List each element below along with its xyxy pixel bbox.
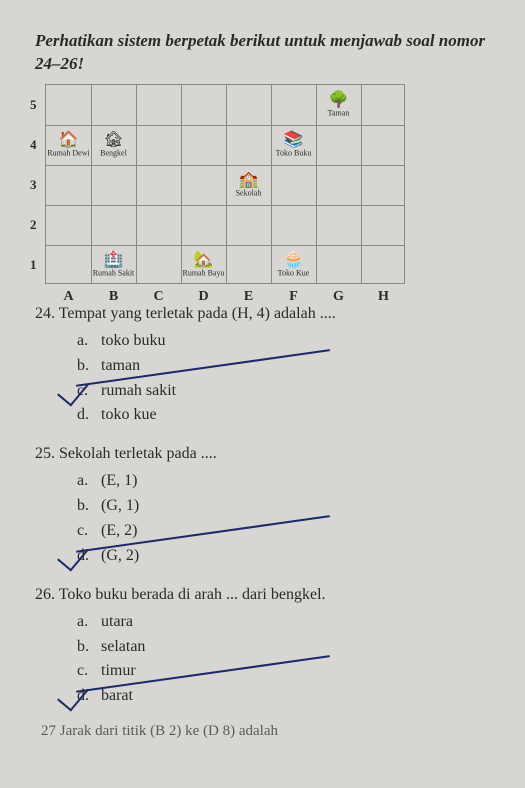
place-rumah-bayu: 🏡Rumah Bayu	[182, 252, 226, 277]
q26-opt-d: d.barat	[77, 684, 500, 709]
q24-number: 24.	[35, 305, 55, 322]
q25-text: Sekolah terletak pada ....	[59, 445, 217, 462]
q26-text: Toko buku berada di arah ... dari bengke…	[59, 586, 326, 603]
q25-opt-a: a.(E, 1)	[77, 469, 500, 494]
y-axis-label: 4	[30, 137, 37, 153]
place-rumah-dewi: 🏠Rumah Dewi	[47, 132, 91, 157]
q24-opt-a: a.toko buku	[77, 329, 500, 354]
instruction-text: Perhatikan sistem berpetak berikut untuk…	[35, 30, 500, 76]
q25-opt-c: c.(E, 2)	[77, 519, 500, 544]
q26-number: 26.	[35, 586, 55, 603]
q26-opt-c: c.timur	[77, 659, 500, 684]
question-26: 26. Toko buku berada di arah ... dari be…	[35, 583, 500, 709]
x-axis-label: E	[244, 289, 253, 305]
x-axis-label: C	[153, 289, 163, 305]
q26-opt-b: b.selatan	[77, 635, 500, 660]
q25-opt-b: b.(G, 1)	[77, 494, 500, 519]
q24-options: a.toko buku b.taman c.rumah sakit d.toko…	[77, 329, 500, 428]
place-sekolah: 🏫Sekolah	[227, 172, 271, 197]
place-bengkel: 🏚Bengkel	[92, 132, 136, 157]
x-axis-label: G	[333, 289, 344, 305]
x-axis-label: A	[63, 289, 73, 305]
q24-text: Tempat yang terletak pada (H, 4) adalah …	[59, 305, 336, 322]
place-taman: 🌳Taman	[317, 92, 361, 117]
cutoff-text: 27 Jarak dari titik (B 2) ke (D 8) adala…	[41, 723, 500, 740]
question-25: 25. Sekolah terletak pada .... a.(E, 1) …	[35, 442, 500, 568]
q25-options: a.(E, 1) b.(G, 1) c.(E, 2) d.(G, 2)	[77, 469, 500, 568]
x-axis-label: H	[378, 289, 389, 305]
q26-options: a.utara b.selatan c.timur d.barat	[77, 610, 500, 709]
question-24: 24. Tempat yang terletak pada (H, 4) ada…	[35, 302, 500, 428]
q25-opt-d: d.(G, 2)	[77, 544, 500, 569]
y-axis-label: 2	[30, 217, 37, 233]
y-axis-label: 3	[30, 177, 37, 193]
x-axis-label: D	[198, 289, 208, 305]
q24-opt-b: b.taman	[77, 354, 500, 379]
place-rumah-sakit: 🏥Rumah Sakit	[92, 252, 136, 277]
y-axis-label: 1	[30, 257, 37, 273]
grid-map: 54321ABCDEFGH🏠Rumah Dewi🏚Bengkel📚Toko Bu…	[45, 84, 500, 284]
place-toko-kue: 🧁Toko Kue	[272, 252, 316, 277]
x-axis-label: F	[289, 289, 298, 305]
q25-number: 25.	[35, 445, 55, 462]
x-axis-label: B	[109, 289, 118, 305]
place-toko-buku: 📚Toko Buku	[272, 132, 316, 157]
y-axis-label: 5	[30, 97, 37, 113]
q24-opt-c: c.rumah sakit	[77, 379, 500, 404]
q24-opt-d: d.toko kue	[77, 403, 500, 428]
q26-opt-a: a.utara	[77, 610, 500, 635]
